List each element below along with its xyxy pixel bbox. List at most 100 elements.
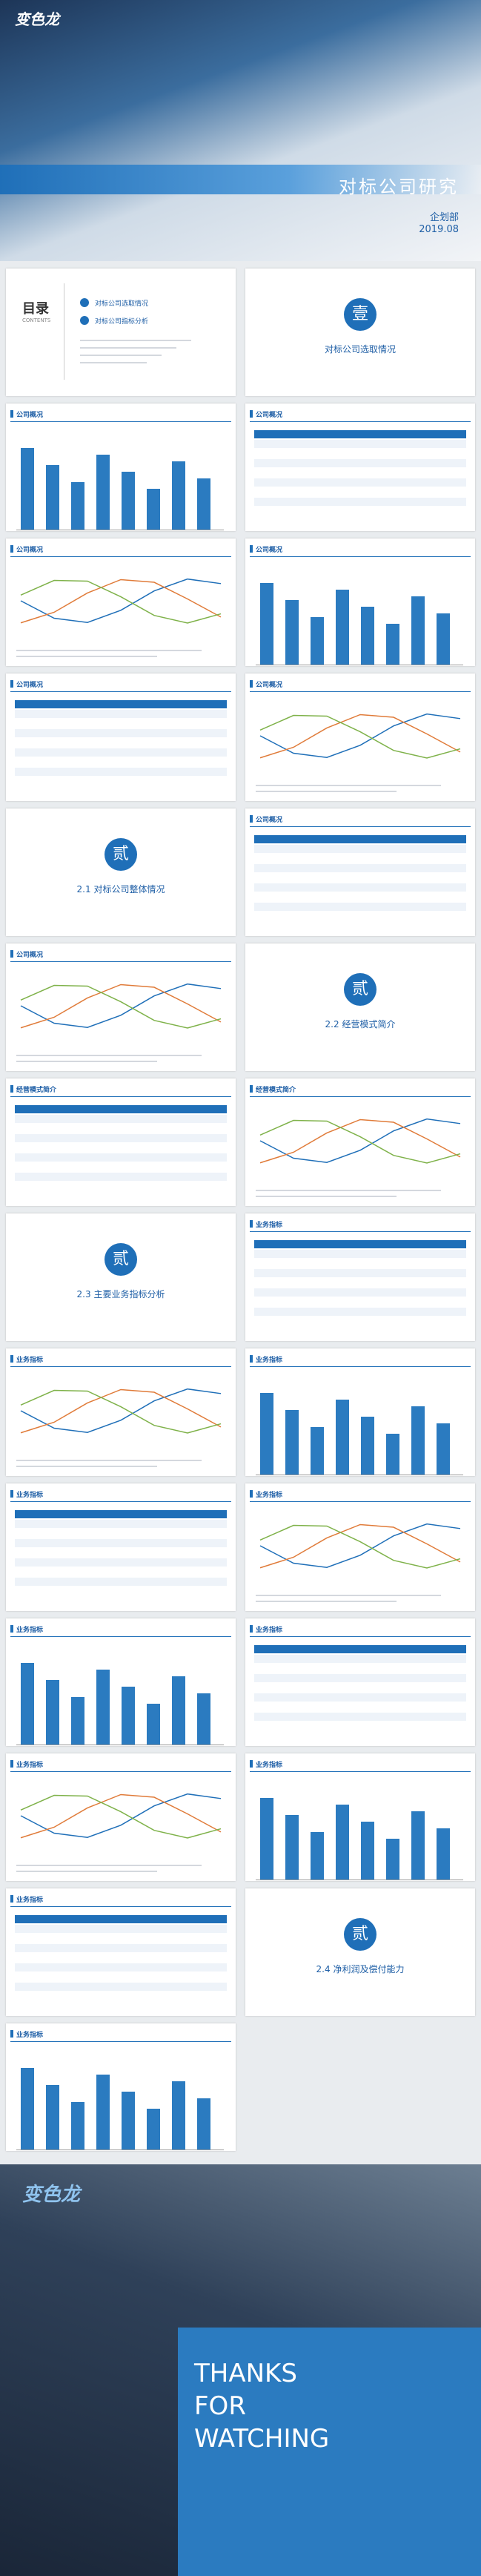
text-line: [80, 347, 176, 349]
slide-title: 业务指标: [256, 1762, 283, 1769]
title-bar: [10, 1625, 13, 1633]
bar-illustration: [71, 482, 84, 530]
bar-illustration: [172, 2081, 185, 2150]
slide: 壹对标公司选取情况: [245, 269, 475, 396]
title-bar: [250, 680, 253, 688]
table-row: [15, 710, 227, 718]
slide-title: 公司概况: [16, 547, 44, 554]
header-rule: [250, 826, 471, 827]
header-rule: [10, 1636, 231, 1637]
title-bar: [10, 1895, 13, 1903]
line-illustration: [20, 579, 222, 624]
cover-title: 对标公司研究: [339, 177, 459, 197]
line-illustration: [259, 1523, 461, 1568]
table-row: [254, 1288, 466, 1297]
slide-title: 经营模式简介: [16, 1087, 57, 1094]
text-line: [256, 1196, 397, 1197]
bar-illustration: [71, 2102, 84, 2150]
table-row: [254, 1703, 466, 1711]
header-rule: [10, 961, 231, 962]
bar-illustration: [46, 1680, 59, 1745]
slide: 业务指标: [6, 1348, 236, 1476]
header-rule: [250, 691, 471, 692]
header-rule: [10, 1501, 231, 1502]
section-num: 壹: [344, 298, 376, 331]
table-row: [15, 1578, 227, 1586]
table-row: [15, 777, 227, 785]
title-bar: [10, 545, 13, 553]
table-row: [15, 700, 227, 708]
table-row: [15, 1954, 227, 1962]
table-row: [15, 1963, 227, 1971]
header-rule: [10, 1366, 231, 1367]
table-row: [15, 1163, 227, 1171]
chart-illustration: [20, 1388, 222, 1434]
title-bar: [10, 2030, 13, 2038]
ending-text: WATCHING: [194, 2424, 330, 2454]
bar-illustration: [71, 1697, 84, 1745]
chart-illustration: [259, 713, 461, 759]
bar-illustration: [197, 2098, 210, 2150]
slide: 公司概况: [6, 403, 236, 531]
bar-illustration: [311, 617, 324, 665]
cover-dept: 企划部: [429, 212, 459, 223]
section-num: 贰: [105, 1243, 137, 1276]
text-line: [16, 1055, 202, 1056]
table-row: [15, 1587, 227, 1595]
header-rule: [10, 1096, 231, 1097]
slide-title: 业务指标: [256, 1222, 283, 1229]
contents-item: 对标公司指标分析: [95, 318, 149, 326]
slide-title: 公司概况: [16, 682, 44, 689]
table-row: [15, 729, 227, 737]
table-row: [254, 883, 466, 892]
header-rule: [10, 1771, 231, 1772]
table-row: [254, 1645, 466, 1653]
contents-item: 对标公司选取情况: [95, 300, 149, 308]
text-line: [256, 1595, 441, 1596]
line-illustration: [259, 1524, 461, 1569]
item-dot: [80, 298, 89, 307]
slide: 业务指标: [245, 1753, 475, 1881]
cover-slide: 变色龙 对标公司研究 企划部 2019.08: [0, 0, 481, 261]
slide: 业务指标: [245, 1348, 475, 1476]
line-illustration: [259, 1118, 461, 1163]
slide: 业务指标: [245, 1213, 475, 1341]
cover-band: [0, 165, 481, 194]
bar-illustration: [336, 1805, 349, 1880]
bar-illustration: [437, 613, 450, 665]
text-line: [16, 1865, 202, 1866]
title-bar: [250, 1625, 253, 1633]
section-num: 贰: [344, 1918, 376, 1951]
bar-illustration: [437, 1828, 450, 1880]
bar-illustration: [260, 1798, 273, 1880]
bar-illustration: [122, 1687, 135, 1745]
slide-title: 公司概况: [256, 547, 283, 554]
text-line: [256, 1190, 441, 1191]
bar-illustration: [361, 1417, 374, 1475]
line-illustration: [20, 578, 222, 623]
line-illustration: [20, 1389, 222, 1434]
slide: 贰 2.2 经营模式简介: [245, 943, 475, 1071]
slide-title: 业务指标: [16, 1627, 44, 1634]
line-illustration: [20, 983, 222, 1028]
table-row: [254, 507, 466, 515]
slide: 公司概况: [6, 538, 236, 666]
table-row: [15, 1549, 227, 1557]
slide-title: 公司概况: [16, 952, 44, 959]
bar-illustration: [285, 1815, 299, 1880]
header-rule: [250, 1636, 471, 1637]
bar-illustration: [411, 1811, 425, 1880]
item-dot: [80, 316, 89, 325]
header-rule: [250, 556, 471, 557]
title-bar: [250, 1355, 253, 1363]
slide: 业务指标: [6, 1483, 236, 1611]
line-illustration: [259, 714, 461, 759]
title-bar: [10, 950, 13, 958]
text-line: [80, 362, 147, 363]
table-row: [254, 1713, 466, 1721]
table-row: [254, 469, 466, 477]
header-rule: [10, 421, 231, 422]
section-num: 贰: [344, 973, 376, 1006]
logo: 变色龙: [15, 10, 59, 28]
table-row: [254, 1655, 466, 1663]
